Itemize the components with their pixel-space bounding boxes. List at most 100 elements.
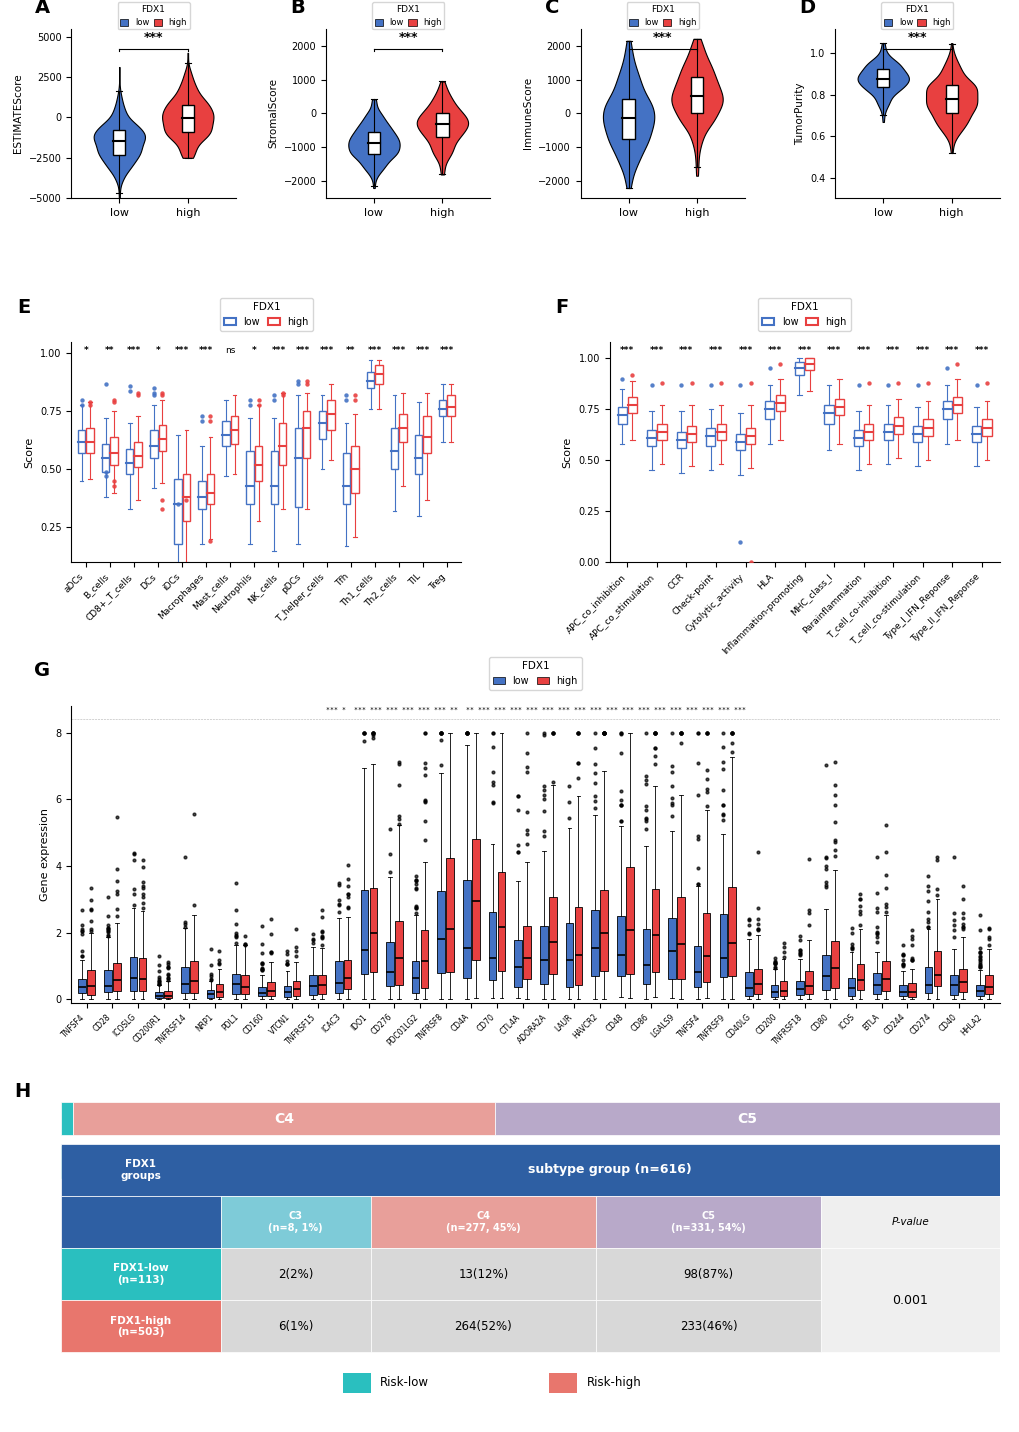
Bar xyxy=(207,474,214,504)
PathPatch shape xyxy=(932,951,941,987)
PathPatch shape xyxy=(975,985,982,997)
Bar xyxy=(945,84,957,113)
Bar xyxy=(174,478,181,544)
Bar xyxy=(318,411,326,440)
PathPatch shape xyxy=(523,927,531,979)
PathPatch shape xyxy=(796,981,803,995)
Legend: low, high: low, high xyxy=(117,3,190,30)
Bar xyxy=(823,405,833,424)
PathPatch shape xyxy=(821,955,828,991)
Text: **: ** xyxy=(345,347,355,355)
Bar xyxy=(158,425,166,451)
Bar xyxy=(971,425,980,442)
Bar xyxy=(390,428,397,470)
Point xyxy=(121,375,138,398)
Bar xyxy=(882,424,892,440)
Bar xyxy=(415,435,422,474)
Text: C3
(n=8, 1%): C3 (n=8, 1%) xyxy=(268,1211,323,1233)
PathPatch shape xyxy=(258,987,265,997)
Point xyxy=(732,530,748,553)
Text: ***: *** xyxy=(652,32,672,44)
Bar xyxy=(912,425,921,442)
Point xyxy=(82,392,98,415)
Bar xyxy=(84,1146,233,1179)
Text: ***: *** xyxy=(126,347,141,355)
Text: *: * xyxy=(84,347,88,355)
Point xyxy=(761,357,777,379)
Point xyxy=(712,371,729,394)
Point xyxy=(909,374,925,397)
Bar xyxy=(342,1373,371,1393)
Point xyxy=(274,381,290,404)
Point xyxy=(98,372,114,395)
Bar xyxy=(255,447,262,481)
PathPatch shape xyxy=(283,987,291,997)
Bar xyxy=(230,417,238,444)
Bar xyxy=(644,1146,999,1179)
Bar xyxy=(595,1300,820,1352)
Bar xyxy=(222,421,229,447)
Legend: low, high: low, high xyxy=(372,3,443,30)
Point xyxy=(154,497,170,520)
Point xyxy=(73,388,90,411)
Point xyxy=(194,410,210,432)
Text: *: * xyxy=(156,347,160,355)
Point xyxy=(299,372,315,395)
Text: 13(12%): 13(12%) xyxy=(458,1267,508,1280)
Text: A: A xyxy=(36,0,50,17)
Bar xyxy=(876,69,889,87)
Point xyxy=(202,405,218,428)
Bar xyxy=(616,407,626,424)
Bar xyxy=(375,365,382,384)
PathPatch shape xyxy=(104,969,112,992)
Legend: low, high: low, high xyxy=(489,657,581,690)
PathPatch shape xyxy=(472,839,479,959)
Point xyxy=(624,364,640,387)
Bar xyxy=(371,1249,595,1300)
Y-axis label: StromalScore: StromalScore xyxy=(268,79,278,149)
PathPatch shape xyxy=(856,964,863,990)
Text: ***: *** xyxy=(144,32,163,44)
PathPatch shape xyxy=(386,941,393,987)
Text: B: B xyxy=(289,0,305,17)
Bar xyxy=(87,428,94,454)
PathPatch shape xyxy=(984,975,991,994)
Point xyxy=(673,374,689,397)
PathPatch shape xyxy=(924,967,931,992)
Bar xyxy=(595,1196,820,1249)
Legend: low, high: low, high xyxy=(627,3,698,30)
PathPatch shape xyxy=(600,889,607,971)
PathPatch shape xyxy=(958,969,966,992)
Point xyxy=(289,369,306,392)
PathPatch shape xyxy=(702,912,710,982)
Text: ***: *** xyxy=(398,32,418,44)
Text: 6(1%): 6(1%) xyxy=(278,1320,313,1333)
Bar xyxy=(495,1101,999,1136)
Bar xyxy=(220,1249,371,1300)
Point xyxy=(938,357,955,379)
Point xyxy=(968,374,984,397)
PathPatch shape xyxy=(412,961,419,992)
Point xyxy=(154,381,170,404)
PathPatch shape xyxy=(207,991,214,998)
Bar xyxy=(126,448,133,474)
PathPatch shape xyxy=(718,915,727,977)
Text: C5: C5 xyxy=(737,1111,757,1126)
Bar xyxy=(893,417,902,434)
Point xyxy=(106,391,122,414)
Bar xyxy=(64,1146,84,1179)
Text: E: E xyxy=(16,298,30,316)
Text: ***: *** xyxy=(679,347,693,355)
Bar xyxy=(834,400,843,415)
PathPatch shape xyxy=(626,868,633,974)
Y-axis label: Score: Score xyxy=(562,437,572,468)
Point xyxy=(771,352,788,375)
Point xyxy=(106,470,122,493)
Text: ***: *** xyxy=(319,347,333,355)
PathPatch shape xyxy=(566,922,573,987)
Bar xyxy=(398,414,407,441)
Point xyxy=(346,384,363,407)
PathPatch shape xyxy=(881,961,890,991)
Text: ***: *** xyxy=(945,347,959,355)
PathPatch shape xyxy=(847,978,855,995)
